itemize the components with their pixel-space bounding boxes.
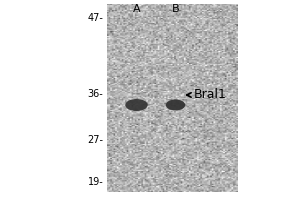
Ellipse shape <box>166 99 185 110</box>
Text: 19-: 19- <box>88 177 103 187</box>
Text: 47-: 47- <box>88 13 103 23</box>
Text: A: A <box>133 4 140 14</box>
Text: 36-: 36- <box>88 89 103 99</box>
Text: B: B <box>172 4 179 14</box>
Ellipse shape <box>125 99 148 111</box>
Text: 27-: 27- <box>88 135 103 145</box>
Text: Bral1: Bral1 <box>194 88 226 102</box>
